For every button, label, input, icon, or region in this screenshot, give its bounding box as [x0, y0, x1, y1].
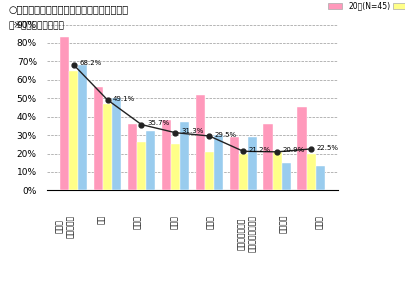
Text: 31.3%: 31.3% — [181, 128, 203, 134]
Bar — [248, 137, 257, 190]
Bar — [162, 120, 171, 190]
Bar — [94, 87, 103, 190]
Bar — [239, 154, 248, 190]
Bar — [282, 163, 291, 190]
Bar — [205, 152, 214, 190]
Text: 21.2%: 21.2% — [249, 147, 271, 153]
Bar — [78, 65, 87, 190]
Bar — [146, 131, 155, 190]
Text: 35.7%: 35.7% — [147, 120, 169, 126]
Bar — [297, 107, 307, 190]
Text: 健康運: 健康運 — [170, 215, 179, 229]
Bar — [60, 37, 69, 190]
Bar — [103, 104, 112, 190]
Text: 29.5%: 29.5% — [215, 132, 237, 138]
Text: ＜※詳細＞（年代別）: ＜※詳細＞（年代別） — [8, 20, 64, 29]
Text: 仕事運: 仕事運 — [133, 215, 142, 229]
Bar — [128, 124, 137, 190]
Text: 68.2%: 68.2% — [79, 60, 101, 66]
Bar — [196, 95, 205, 190]
Text: 20.9%: 20.9% — [283, 147, 305, 154]
Bar — [214, 135, 223, 190]
Bar — [171, 144, 180, 190]
Bar — [137, 142, 146, 190]
Bar — [264, 124, 273, 190]
Text: 総合運
（全体運）: 総合運 （全体運） — [55, 215, 75, 238]
Bar — [69, 71, 78, 190]
Bar — [230, 137, 239, 190]
Bar — [273, 152, 282, 190]
Text: 22.5%: 22.5% — [317, 145, 339, 150]
Text: 性格診断: 性格診断 — [279, 215, 288, 233]
Legend: 20代(N=45), 30代(N=: 20代(N=45), 30代(N= — [325, 0, 405, 14]
Text: 金運: 金運 — [97, 215, 106, 224]
Text: ラッキーカラー
ラッキーアイテム: ラッキーカラー ラッキーアイテム — [237, 215, 257, 252]
Text: 恋愛運: 恋愛運 — [206, 215, 215, 229]
Text: 結婚運: 結婚運 — [315, 215, 324, 229]
Bar — [316, 166, 325, 190]
Bar — [112, 98, 121, 190]
Text: ○あなたが占いで知りたいことは何ですか？: ○あなたが占いで知りたいことは何ですか？ — [8, 5, 128, 15]
Text: 49.1%: 49.1% — [113, 95, 135, 102]
Bar — [307, 154, 316, 190]
Bar — [180, 122, 189, 190]
